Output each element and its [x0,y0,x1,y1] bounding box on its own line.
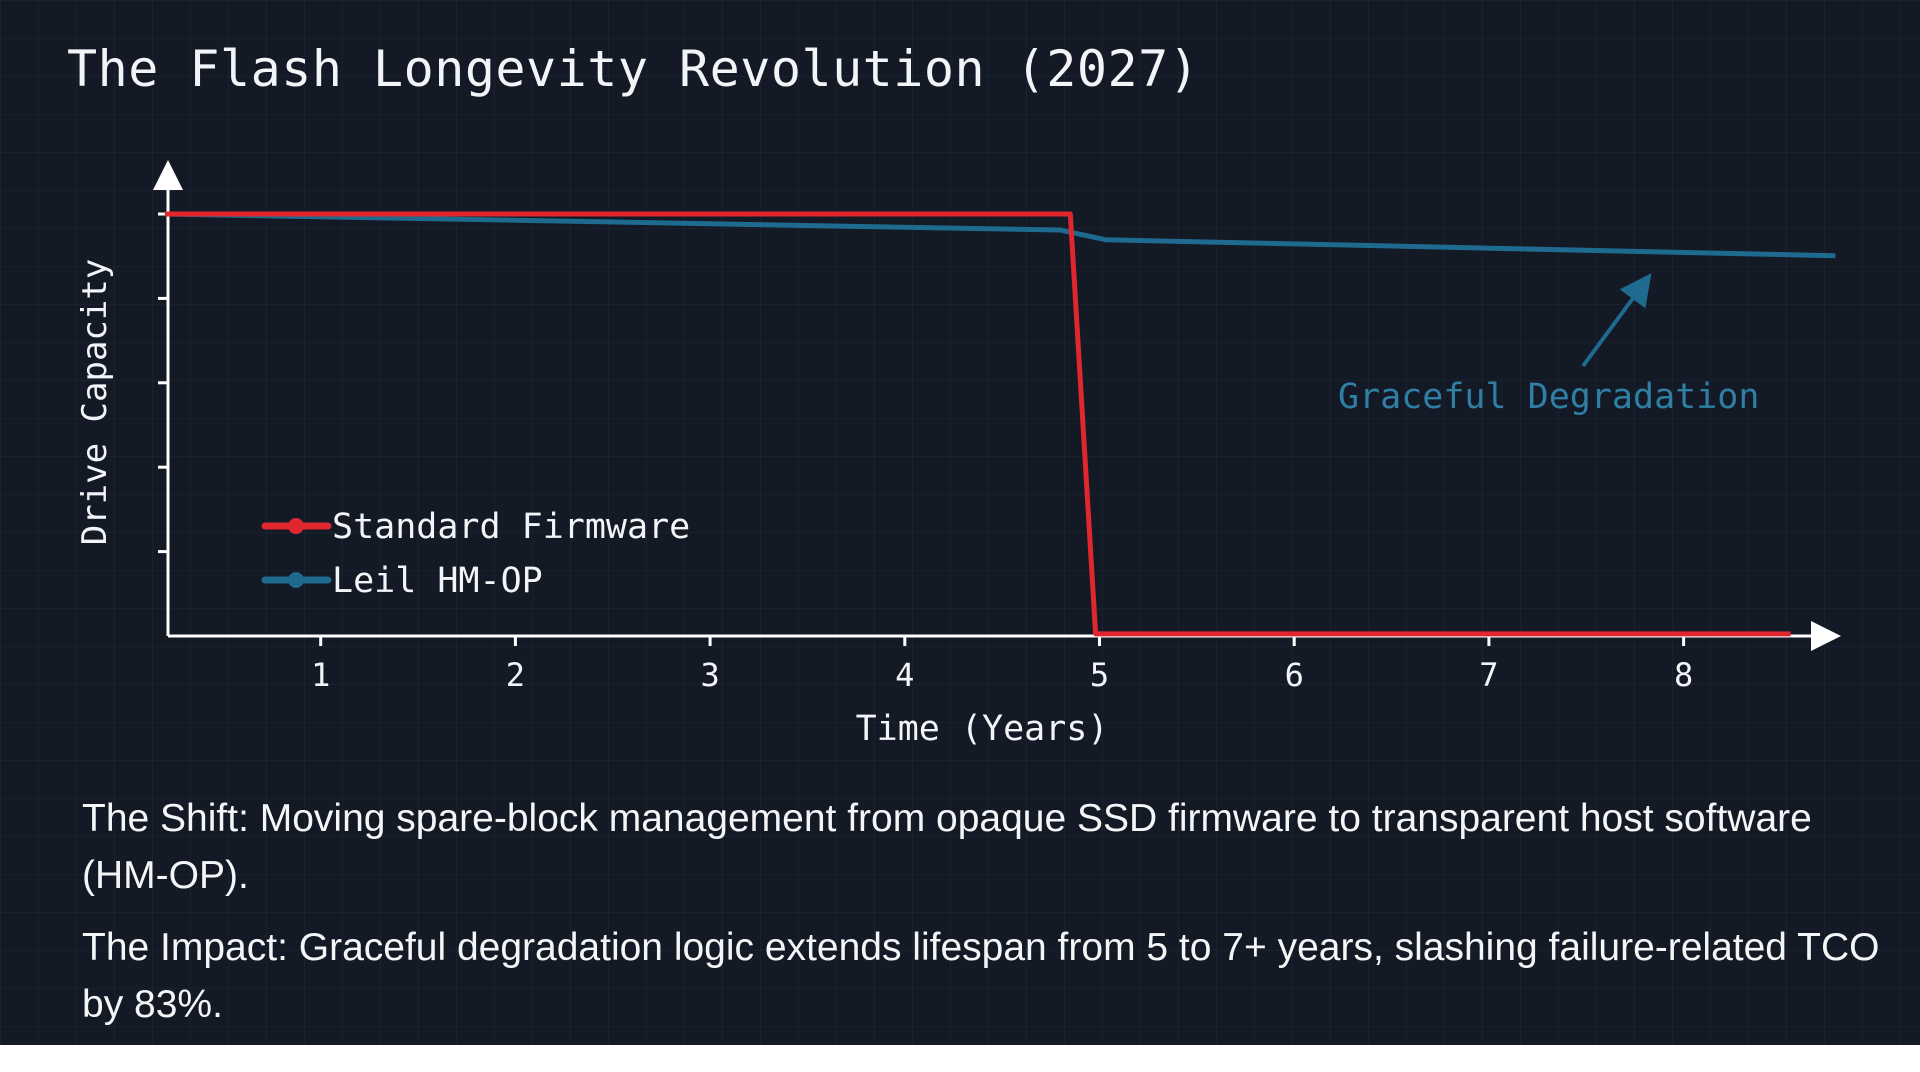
annotation-arrow [1581,273,1652,368]
x-tick-label: 3 [700,656,719,694]
x-tick-label: 7 [1479,656,1498,694]
y-axis-label: Drive Capacity [75,259,115,546]
x-tick-label: 6 [1285,656,1304,694]
line-chart: 1 2 3 4 5 6 7 8 Time (Years) Drive Capacity Sta… [75,160,1841,749]
impact-paragraph: The Impact: Graceful degradation logic e… [82,926,1880,1026]
x-tick-label: 5 [1090,656,1109,694]
series-line-leil-hm-op [164,211,1836,259]
legend-marker-standard [288,518,304,534]
legend: Standard Firmware Leil HM-OP [261,507,690,601]
annotation-graceful-degradation: Graceful Degradation [1338,377,1759,417]
slide-background: The Flash Longevity Revolution (2027) 1 2… [0,0,1920,1045]
series-line-standard-firmware [164,211,1791,637]
legend-marker-leil [288,572,304,588]
legend-label-leil: Leil HM-OP [332,561,543,601]
shift-paragraph: The Shift: Moving spare-block management… [82,797,1812,897]
x-tick-label: 8 [1674,656,1693,694]
x-axis-label: Time (Years) [856,709,1109,749]
legend-label-standard: Standard Firmware [332,507,690,547]
x-tick-label: 2 [506,656,525,694]
x-tick-label: 4 [895,656,914,694]
x-tick-label: 1 [311,656,330,694]
slide-title: The Flash Longevity Revolution (2027) [67,40,1200,98]
